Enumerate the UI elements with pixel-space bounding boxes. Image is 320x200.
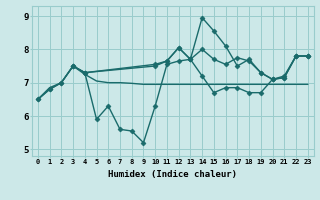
- X-axis label: Humidex (Indice chaleur): Humidex (Indice chaleur): [108, 170, 237, 179]
